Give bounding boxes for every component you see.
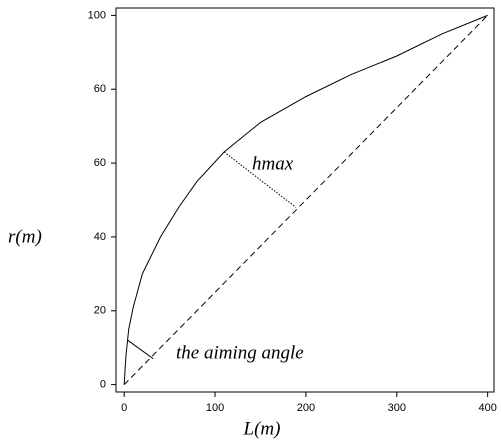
- y-tick-label: 100: [88, 9, 106, 21]
- annotation-line: [127, 339, 154, 360]
- x-tick-label: 400: [478, 402, 496, 414]
- y-axis-label: r(m): [8, 226, 42, 247]
- y-tick-label: 60: [94, 157, 106, 169]
- series-line: [123, 15, 488, 385]
- x-tick-label: 100: [206, 402, 224, 414]
- x-tick-label: 200: [297, 402, 315, 414]
- series-line: [123, 14, 488, 385]
- x-tick-label: 0: [121, 402, 127, 414]
- x-tick-label: 300: [388, 402, 406, 414]
- x-axis-label: L(m): [243, 418, 281, 439]
- annotation-text: hmax: [252, 153, 294, 174]
- y-tick-label: 20: [94, 305, 106, 317]
- y-tick-label: 40: [94, 231, 106, 243]
- plot-frame: [115, 7, 495, 393]
- y-tick-label: 60: [94, 83, 106, 95]
- annotation-text: the aiming angle: [176, 342, 304, 363]
- y-tick-label: 0: [100, 379, 106, 391]
- annotation-line: [223, 151, 297, 208]
